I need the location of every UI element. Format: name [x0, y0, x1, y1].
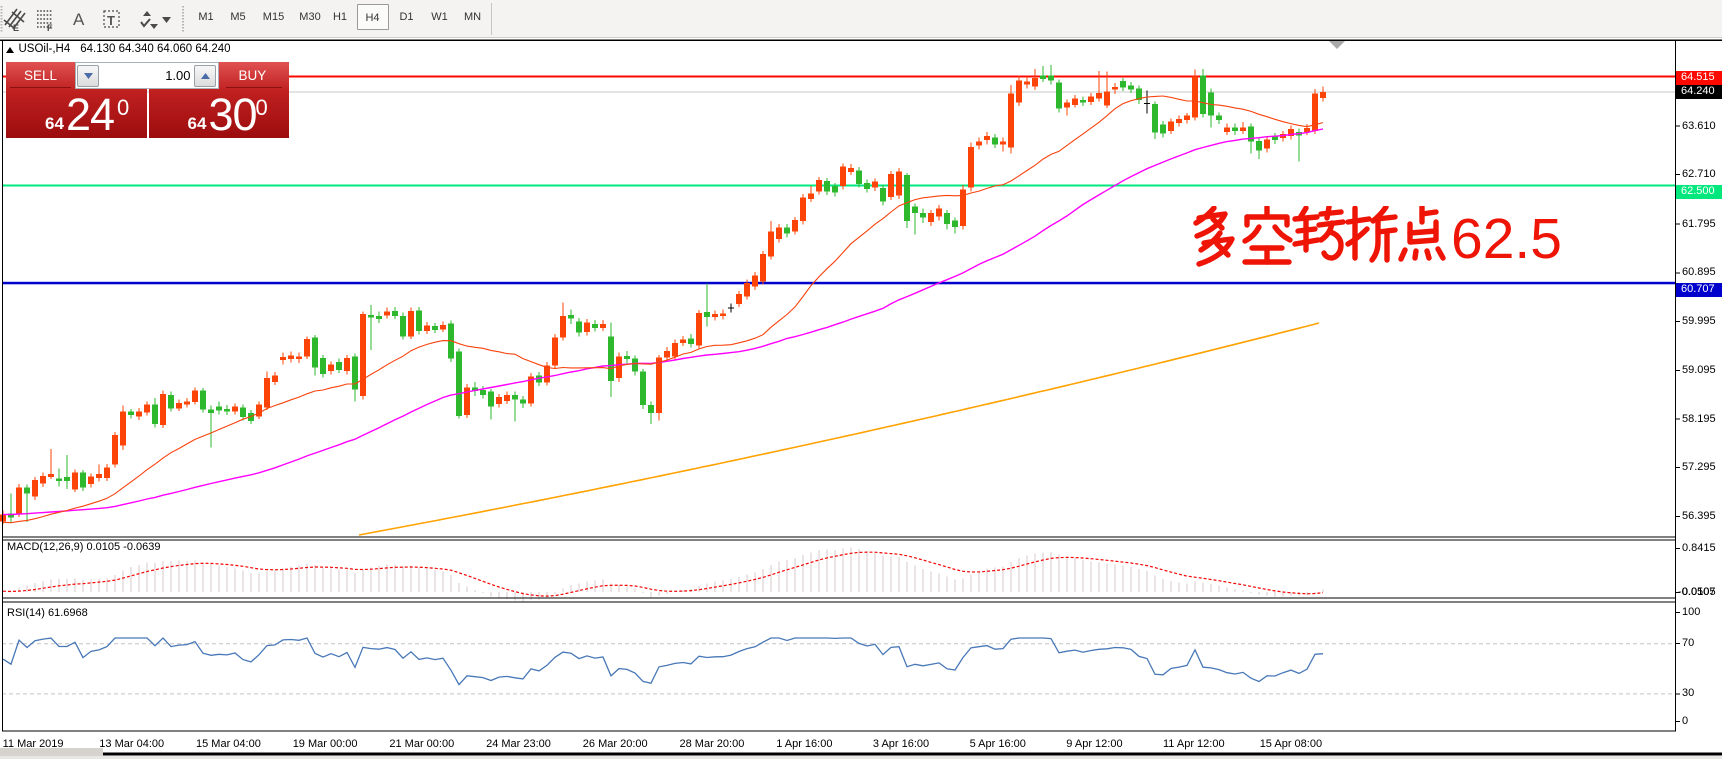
- svg-text:62.5: 62.5: [1451, 207, 1562, 268]
- svg-text:F: F: [47, 23, 53, 33]
- svg-text:A: A: [73, 10, 85, 29]
- svg-text:T: T: [107, 13, 115, 28]
- svg-text:E: E: [13, 23, 19, 33]
